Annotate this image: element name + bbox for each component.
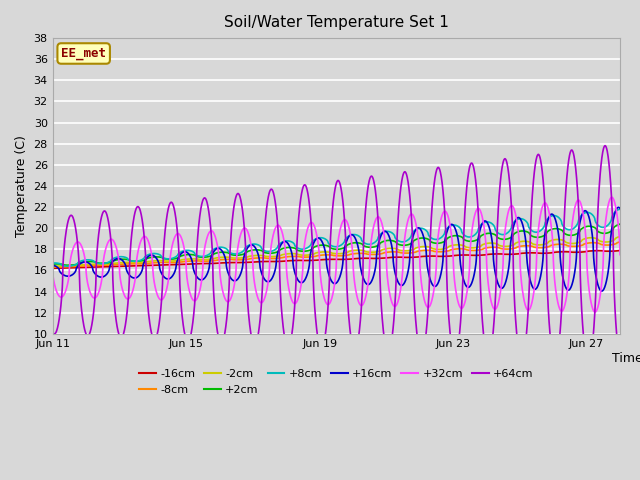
+32cm (49, 267, 56, 273)
-2cm (495, 242, 503, 248)
-2cm (600, 239, 607, 245)
Line: +32cm: +32cm (52, 197, 620, 312)
Line: +8cm: +8cm (52, 209, 620, 266)
+8cm (616, 206, 624, 212)
-16cm (78, 264, 86, 270)
+16cm (324, 271, 332, 276)
-2cm (600, 239, 607, 245)
-16cm (49, 265, 56, 271)
+8cm (49, 260, 56, 266)
+32cm (600, 244, 607, 250)
Y-axis label: Temperature (C): Temperature (C) (15, 135, 28, 237)
+2cm (49, 261, 56, 267)
+2cm (600, 230, 608, 236)
+64cm (49, 329, 56, 335)
+16cm (615, 204, 623, 210)
-16cm (600, 248, 607, 254)
+16cm (78, 260, 86, 266)
-2cm (324, 249, 332, 255)
+16cm (310, 240, 317, 246)
+64cm (601, 143, 609, 149)
+8cm (78, 258, 86, 264)
+32cm (495, 295, 503, 301)
+2cm (616, 221, 624, 227)
+32cm (324, 301, 332, 307)
+2cm (600, 230, 607, 236)
-16cm (600, 248, 607, 254)
-2cm (49, 264, 56, 269)
+8cm (496, 231, 504, 237)
Line: -16cm: -16cm (52, 251, 620, 268)
Text: EE_met: EE_met (61, 47, 106, 60)
+32cm (78, 243, 86, 249)
Legend: -16cm, -8cm, -2cm, +2cm, +8cm, +16cm, +32cm, +64cm: -16cm, -8cm, -2cm, +2cm, +8cm, +16cm, +3… (134, 365, 538, 399)
+16cm (598, 288, 605, 294)
Line: -8cm: -8cm (52, 242, 620, 267)
-8cm (324, 252, 332, 258)
-8cm (600, 242, 607, 248)
-8cm (310, 254, 317, 260)
Title: Soil/Water Temperature Set 1: Soil/Water Temperature Set 1 (224, 15, 449, 30)
-2cm (310, 251, 317, 257)
+8cm (600, 225, 607, 230)
+64cm (616, 360, 624, 365)
+64cm (310, 284, 317, 289)
+64cm (324, 296, 332, 301)
-16cm (616, 248, 624, 253)
+16cm (49, 263, 56, 268)
+64cm (600, 144, 608, 150)
+32cm (310, 221, 317, 227)
+2cm (496, 236, 504, 241)
+2cm (325, 243, 333, 249)
Line: -2cm: -2cm (52, 237, 620, 266)
-2cm (616, 234, 624, 240)
Line: +16cm: +16cm (52, 207, 620, 291)
-8cm (600, 242, 607, 248)
-16cm (495, 251, 503, 257)
Line: +64cm: +64cm (52, 146, 620, 364)
+32cm (600, 238, 608, 244)
+64cm (78, 308, 86, 313)
X-axis label: Time: Time (612, 351, 640, 365)
+8cm (64, 263, 72, 269)
-8cm (78, 263, 86, 269)
+64cm (600, 145, 607, 151)
+2cm (65, 263, 72, 268)
+32cm (591, 309, 599, 315)
-16cm (324, 256, 332, 262)
+8cm (600, 224, 608, 230)
+2cm (310, 244, 317, 250)
-8cm (495, 245, 503, 251)
-8cm (616, 239, 624, 245)
+8cm (310, 237, 317, 243)
-2cm (78, 262, 86, 268)
-8cm (49, 264, 56, 270)
Line: +2cm: +2cm (52, 224, 620, 265)
+64cm (584, 361, 592, 367)
+8cm (325, 241, 333, 247)
+16cm (616, 205, 624, 211)
+16cm (495, 284, 503, 289)
+32cm (616, 252, 624, 257)
+16cm (600, 287, 607, 292)
+64cm (495, 190, 503, 195)
+32cm (608, 194, 616, 200)
-16cm (310, 257, 317, 263)
+2cm (78, 260, 86, 265)
+16cm (600, 286, 608, 292)
